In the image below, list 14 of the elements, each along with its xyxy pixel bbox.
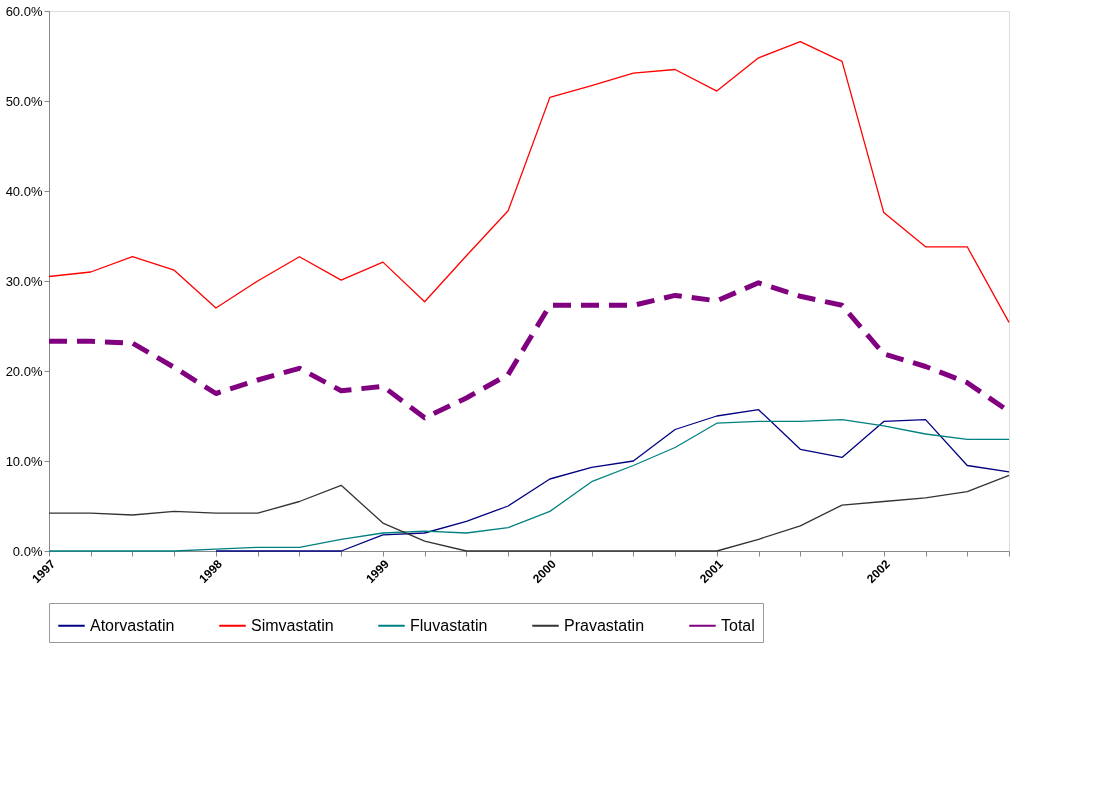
line-series [48, 40, 1010, 324]
y-tick-label: 50.0% [5, 93, 43, 109]
legend-label: Total [721, 616, 755, 634]
legend-label: Atorvastatin [90, 616, 175, 634]
legend-label: Pravastatin [564, 616, 645, 634]
y-tick-label: 20.0% [5, 363, 43, 379]
y-tick-label: 40.0% [5, 183, 43, 199]
legend-label: Fluvastatin [410, 616, 488, 634]
y-tick-label: 60.0% [5, 3, 43, 19]
y-tick-label: 10.0% [5, 453, 43, 469]
line-series [215, 409, 1010, 552]
y-tick-label: 0.0% [12, 543, 43, 559]
legend-label: Simvastatin [251, 616, 334, 634]
y-tick-label: 30.0% [5, 273, 43, 289]
